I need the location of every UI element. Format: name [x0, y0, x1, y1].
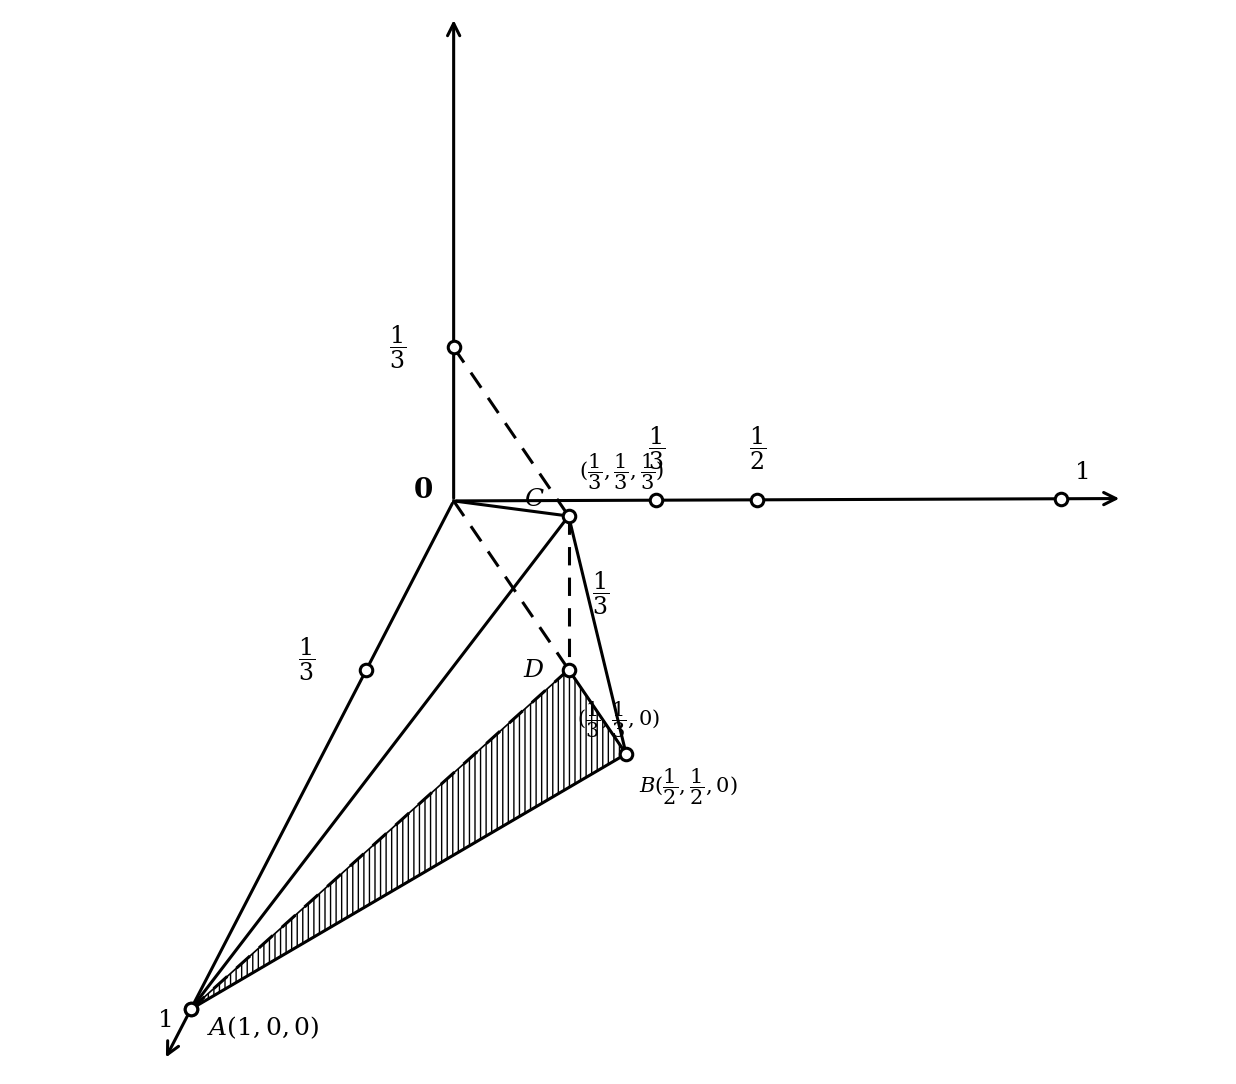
Text: $(\dfrac{1}{3},\dfrac{1}{3},\dfrac{1}{3})$: $(\dfrac{1}{3},\dfrac{1}{3},\dfrac{1}{3}…	[580, 452, 665, 492]
Text: $B(\dfrac{1}{2},\dfrac{1}{2},0)$: $B(\dfrac{1}{2},\dfrac{1}{2},0)$	[639, 766, 738, 808]
Text: $C$: $C$	[524, 487, 545, 511]
Text: $\dfrac{1}{2}$: $\dfrac{1}{2}$	[749, 424, 766, 472]
Text: $A(1,0,0)$: $A(1,0,0)$	[208, 1015, 320, 1041]
Text: $D$: $D$	[523, 658, 545, 682]
Text: $\dfrac{1}{3}$: $\dfrac{1}{3}$	[592, 569, 609, 617]
Text: $\mathbf{0}$: $\mathbf{0}$	[413, 477, 434, 504]
Text: $1$: $1$	[157, 1008, 171, 1032]
Text: $\dfrac{1}{3}$: $\dfrac{1}{3}$	[298, 636, 315, 683]
Text: $\dfrac{1}{3}$: $\dfrac{1}{3}$	[389, 324, 405, 371]
Text: $1$: $1$	[1074, 460, 1088, 483]
Text: $(\dfrac{1}{3},\dfrac{1}{3},0)$: $(\dfrac{1}{3},\dfrac{1}{3},0)$	[577, 700, 660, 740]
Text: $\dfrac{1}{3}$: $\dfrac{1}{3}$	[648, 425, 665, 472]
